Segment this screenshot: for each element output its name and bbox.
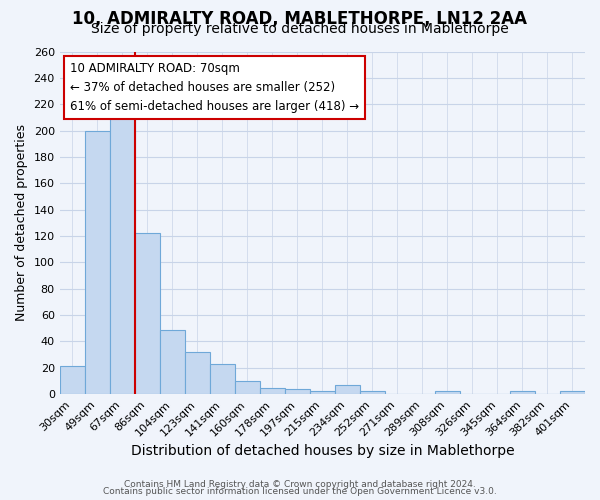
Bar	[135, 234, 160, 394]
Bar	[110, 114, 135, 394]
Bar	[560, 392, 585, 394]
Text: 10, ADMIRALTY ROAD, MABLETHORPE, LN12 2AA: 10, ADMIRALTY ROAD, MABLETHORPE, LN12 2A…	[73, 10, 527, 28]
Bar	[310, 392, 335, 394]
Bar	[210, 364, 235, 394]
Bar	[335, 385, 360, 394]
Bar	[235, 381, 260, 394]
Bar	[260, 388, 285, 394]
X-axis label: Distribution of detached houses by size in Mablethorpe: Distribution of detached houses by size …	[131, 444, 514, 458]
Bar	[360, 392, 385, 394]
Text: Contains public sector information licensed under the Open Government Licence v3: Contains public sector information licen…	[103, 488, 497, 496]
Bar	[160, 330, 185, 394]
Bar	[185, 352, 210, 394]
Bar	[510, 392, 535, 394]
Y-axis label: Number of detached properties: Number of detached properties	[15, 124, 28, 322]
Text: Size of property relative to detached houses in Mablethorpe: Size of property relative to detached ho…	[91, 22, 509, 36]
Bar	[435, 392, 460, 394]
Bar	[285, 389, 310, 394]
Text: Contains HM Land Registry data © Crown copyright and database right 2024.: Contains HM Land Registry data © Crown c…	[124, 480, 476, 489]
Bar	[59, 366, 85, 394]
Text: 10 ADMIRALTY ROAD: 70sqm
← 37% of detached houses are smaller (252)
61% of semi-: 10 ADMIRALTY ROAD: 70sqm ← 37% of detach…	[70, 62, 359, 113]
Bar	[85, 130, 110, 394]
